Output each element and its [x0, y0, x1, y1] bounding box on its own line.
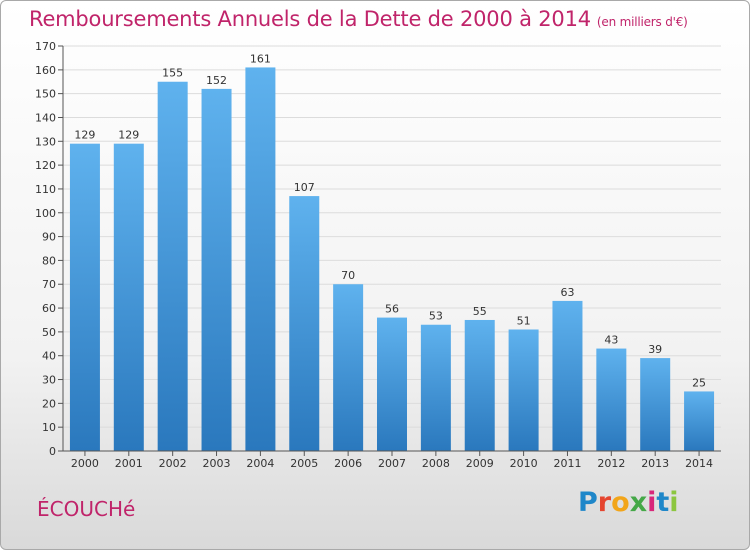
- logo-letter: P: [578, 487, 598, 518]
- data-label: 161: [250, 52, 271, 65]
- bar: [552, 300, 583, 451]
- data-label: 39: [648, 343, 662, 356]
- bar: [289, 196, 320, 451]
- data-label: 129: [74, 129, 95, 142]
- bar: [420, 324, 451, 451]
- y-tick-label: 110: [35, 183, 56, 196]
- bar: [684, 391, 715, 451]
- logo-letter: i: [647, 487, 657, 518]
- x-tick-label: 2008: [422, 457, 450, 470]
- bar: [377, 317, 407, 451]
- x-tick-label: 2002: [159, 457, 187, 470]
- y-tick-label: 10: [42, 421, 56, 434]
- y-tick-label: 140: [35, 111, 56, 124]
- y-tick-label: 80: [42, 254, 56, 267]
- bar: [69, 143, 100, 452]
- bars: 129 129 155 152 161 107 70 56 53 55 51 63 43 39 25: [69, 52, 715, 452]
- y-tick-label: 130: [35, 135, 56, 148]
- bar: [157, 81, 188, 451]
- y-tick-label: 60: [42, 302, 56, 315]
- x-tick-label: 2006: [334, 457, 362, 470]
- y-tick-label: 160: [35, 64, 56, 77]
- axes: 0 10 20 30 40 50 60 70 80 90 100 110 120 130 140 150 160…: [35, 40, 721, 470]
- bar: [333, 284, 364, 451]
- chart-title: Remboursements Annuels de la Dette de 20…: [29, 7, 688, 31]
- bar: [245, 67, 276, 452]
- y-tick-label: 0: [49, 445, 56, 458]
- bar: [464, 319, 495, 451]
- y-tick-label: 90: [42, 231, 56, 244]
- data-label: 25: [692, 376, 706, 389]
- city-name: ÉCOUCHé: [37, 497, 136, 521]
- x-tick-label: 2014: [685, 457, 713, 470]
- unit-label: (en milliers d'€): [596, 15, 688, 29]
- data-label: 51: [517, 315, 531, 328]
- x-tick-label: 2010: [510, 457, 538, 470]
- y-tick-label: 150: [35, 88, 56, 101]
- logo-letter: t: [656, 487, 670, 518]
- x-tick-label: 2005: [290, 457, 318, 470]
- data-label: 55: [473, 305, 487, 318]
- data-label: 63: [560, 286, 574, 299]
- logo-letter: i: [669, 487, 679, 518]
- logo-letter: o: [611, 487, 630, 518]
- data-label: 43: [604, 334, 618, 347]
- data-label: 129: [118, 129, 139, 142]
- y-tick-label: 100: [35, 207, 56, 220]
- data-label: 70: [341, 269, 355, 282]
- data-label: 107: [294, 181, 315, 194]
- y-tick-label: 170: [35, 40, 56, 53]
- data-label: 56: [385, 303, 399, 316]
- data-label: 152: [206, 74, 227, 87]
- bar: [201, 88, 232, 451]
- proxiti-logo[interactable]: Proxiti: [578, 487, 679, 518]
- logo-letter: r: [597, 487, 612, 518]
- x-tick-label: 2007: [378, 457, 406, 470]
- x-tick-label: 2013: [641, 457, 669, 470]
- x-tick-label: 2004: [246, 457, 274, 470]
- x-tick-label: 2009: [466, 457, 494, 470]
- data-label: 155: [162, 67, 183, 80]
- y-tick-label: 50: [42, 326, 56, 339]
- x-tick-label: 2001: [115, 457, 143, 470]
- title-text: Remboursements Annuels de la Dette de 20…: [29, 7, 591, 31]
- bar: [508, 329, 539, 451]
- y-tick-label: 20: [42, 397, 56, 410]
- y-tick-label: 70: [42, 278, 56, 291]
- bar: [113, 143, 144, 452]
- data-label: 53: [429, 310, 443, 323]
- x-tick-label: 2012: [597, 457, 625, 470]
- y-tick-label: 40: [42, 350, 56, 363]
- y-tick-label: 30: [42, 374, 56, 387]
- x-tick-label: 2011: [553, 457, 581, 470]
- x-tick-label: 2003: [203, 457, 231, 470]
- y-tick-label: 120: [35, 159, 56, 172]
- x-tick-label: 2000: [71, 457, 99, 470]
- bar: [596, 348, 627, 451]
- bar: [640, 358, 671, 451]
- logo-letter: x: [629, 487, 648, 518]
